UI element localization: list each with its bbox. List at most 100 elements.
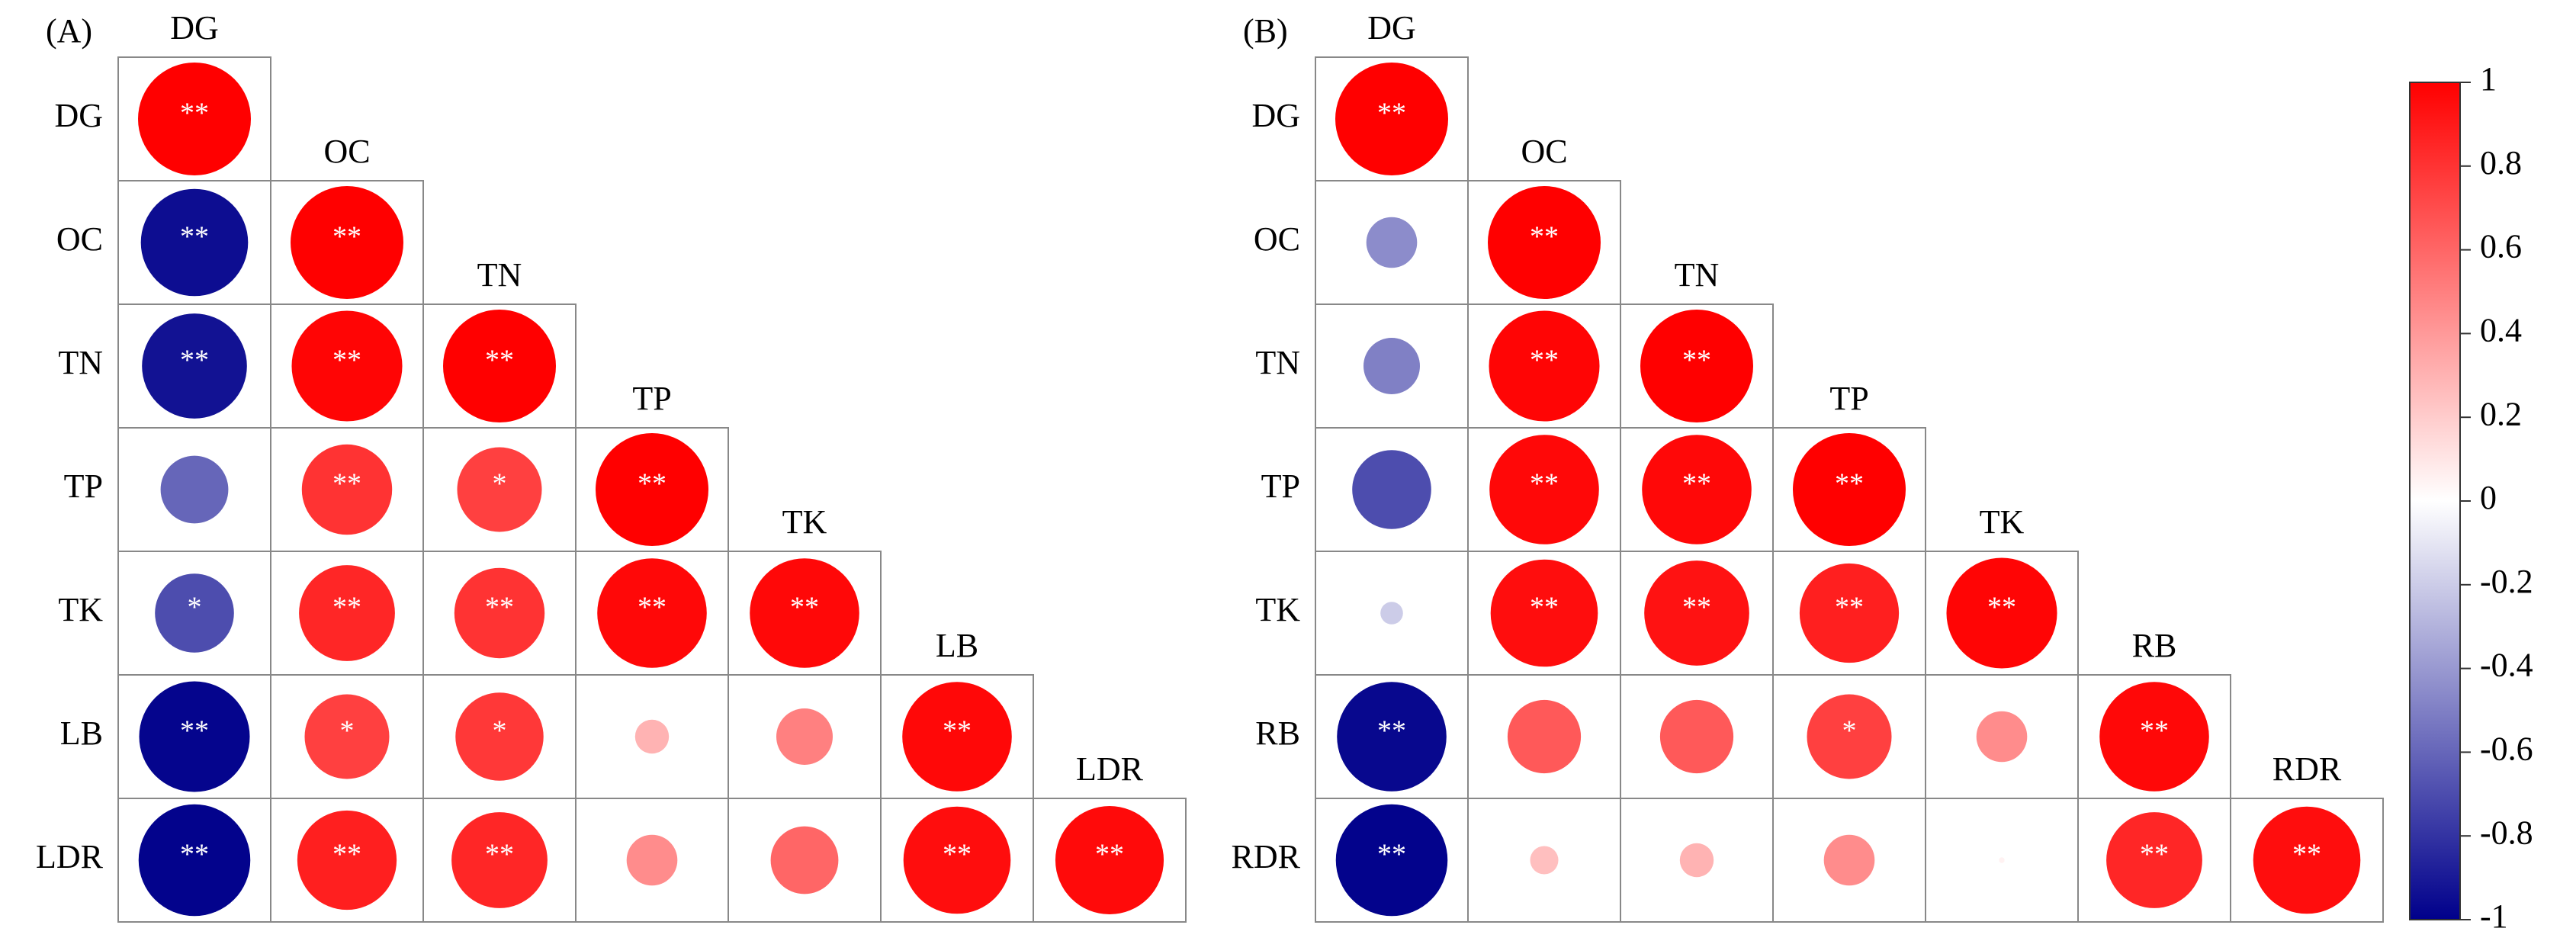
row-label: OC xyxy=(1254,220,1300,258)
significance: ** xyxy=(1530,345,1559,377)
corr-circle xyxy=(626,834,678,886)
significance: ** xyxy=(638,468,666,500)
corr-circle xyxy=(776,708,833,765)
column-label: TP xyxy=(1829,380,1868,417)
colorbar xyxy=(2409,82,2461,920)
significance: ** xyxy=(943,715,972,747)
significance: ** xyxy=(1682,468,1711,500)
significance: ** xyxy=(332,592,361,624)
cell xyxy=(2230,798,2384,923)
row-label: RB xyxy=(1255,715,1300,752)
colorbar-tick-label: -1 xyxy=(2480,898,2508,935)
corr-circle xyxy=(1488,186,1601,299)
corr-circle xyxy=(291,186,403,299)
corr-circle xyxy=(457,447,542,532)
corr-circle xyxy=(1507,699,1582,774)
corr-circle xyxy=(1999,857,2005,863)
significance: ** xyxy=(180,839,209,871)
column-label: TK xyxy=(1980,503,2025,541)
significance: * xyxy=(340,715,355,747)
significance: ** xyxy=(1377,98,1406,130)
corr-circle xyxy=(1335,804,1448,917)
significance: ** xyxy=(332,839,361,871)
panel-label: (B) xyxy=(1243,12,1288,50)
significance: ** xyxy=(180,221,209,253)
corr-circle xyxy=(455,692,544,781)
significance: * xyxy=(493,715,507,747)
column-label: OC xyxy=(1521,133,1567,170)
corr-circle xyxy=(1976,711,2028,763)
cell xyxy=(1033,798,1187,923)
row-label: LB xyxy=(60,715,103,752)
colorbar-tick-label: 0.6 xyxy=(2480,228,2522,265)
corr-circle xyxy=(1679,843,1714,878)
row-label: TK xyxy=(58,591,103,628)
corr-circle xyxy=(142,313,247,419)
corr-circle xyxy=(138,804,251,917)
significance: ** xyxy=(1095,839,1124,871)
colorbar-tick-label: 0.2 xyxy=(2480,395,2522,432)
row-label: DG xyxy=(1251,97,1300,134)
significance: ** xyxy=(1377,715,1406,747)
corr-circle xyxy=(291,310,403,422)
colorbar-tick-label: -0.6 xyxy=(2480,730,2533,767)
significance: ** xyxy=(790,592,819,624)
colorbar-tick-label: 0 xyxy=(2480,479,2497,516)
corr-circle xyxy=(750,558,859,668)
corr-circle xyxy=(1793,433,1906,546)
colorbar-tick-label: 0.4 xyxy=(2480,311,2522,348)
significance: ** xyxy=(638,592,666,624)
corr-circle xyxy=(299,565,395,661)
significance: ** xyxy=(1377,839,1406,871)
corr-circle xyxy=(902,682,1012,792)
column-label: TK xyxy=(782,503,827,541)
corr-circle xyxy=(1659,699,1734,774)
corr-circle xyxy=(2106,812,2202,908)
significance: ** xyxy=(2292,839,2321,871)
corr-circle xyxy=(1807,694,1892,779)
significance: ** xyxy=(485,592,514,624)
corr-circle xyxy=(596,433,708,546)
column-label: OC xyxy=(323,133,370,170)
significance: ** xyxy=(485,345,514,377)
column-label: TP xyxy=(632,380,671,417)
row-label: DG xyxy=(54,97,103,134)
corr-circle xyxy=(1489,435,1599,544)
corr-circle xyxy=(634,719,670,754)
corr-circle xyxy=(1489,310,1600,422)
column-label: TN xyxy=(1675,256,1720,294)
significance: ** xyxy=(1530,221,1559,253)
row-label: TN xyxy=(58,344,103,381)
corr-circle xyxy=(597,558,707,668)
corr-circle xyxy=(1530,846,1559,875)
corr-circle xyxy=(443,310,556,422)
corr-circle xyxy=(451,812,548,908)
colorbar-tick-label: 0.8 xyxy=(2480,144,2522,181)
significance: * xyxy=(1842,715,1857,747)
significance: ** xyxy=(180,345,209,377)
corr-circle xyxy=(297,810,397,910)
column-label: LDR xyxy=(1076,750,1144,788)
significance: ** xyxy=(485,839,514,871)
significance: ** xyxy=(332,221,361,253)
column-label: DG xyxy=(170,9,219,47)
colorbar-tick-label: 1 xyxy=(2480,60,2497,98)
corr-circle xyxy=(1946,557,2057,669)
significance: ** xyxy=(2140,839,2169,871)
corr-circle xyxy=(903,806,1011,914)
significance: ** xyxy=(2140,715,2169,747)
row-label: TK xyxy=(1255,591,1300,628)
significance: ** xyxy=(1835,592,1864,624)
significance: ** xyxy=(1530,592,1559,624)
corr-circle xyxy=(1335,63,1448,175)
significance: ** xyxy=(180,98,209,130)
corr-circle xyxy=(1644,560,1749,666)
corr-circle xyxy=(138,63,251,175)
significance: ** xyxy=(1682,592,1711,624)
column-label: TN xyxy=(477,256,522,294)
corr-circle xyxy=(140,188,249,297)
column-label: DG xyxy=(1367,9,1416,47)
corr-circle xyxy=(770,826,839,894)
row-label: RDR xyxy=(1232,838,1301,875)
